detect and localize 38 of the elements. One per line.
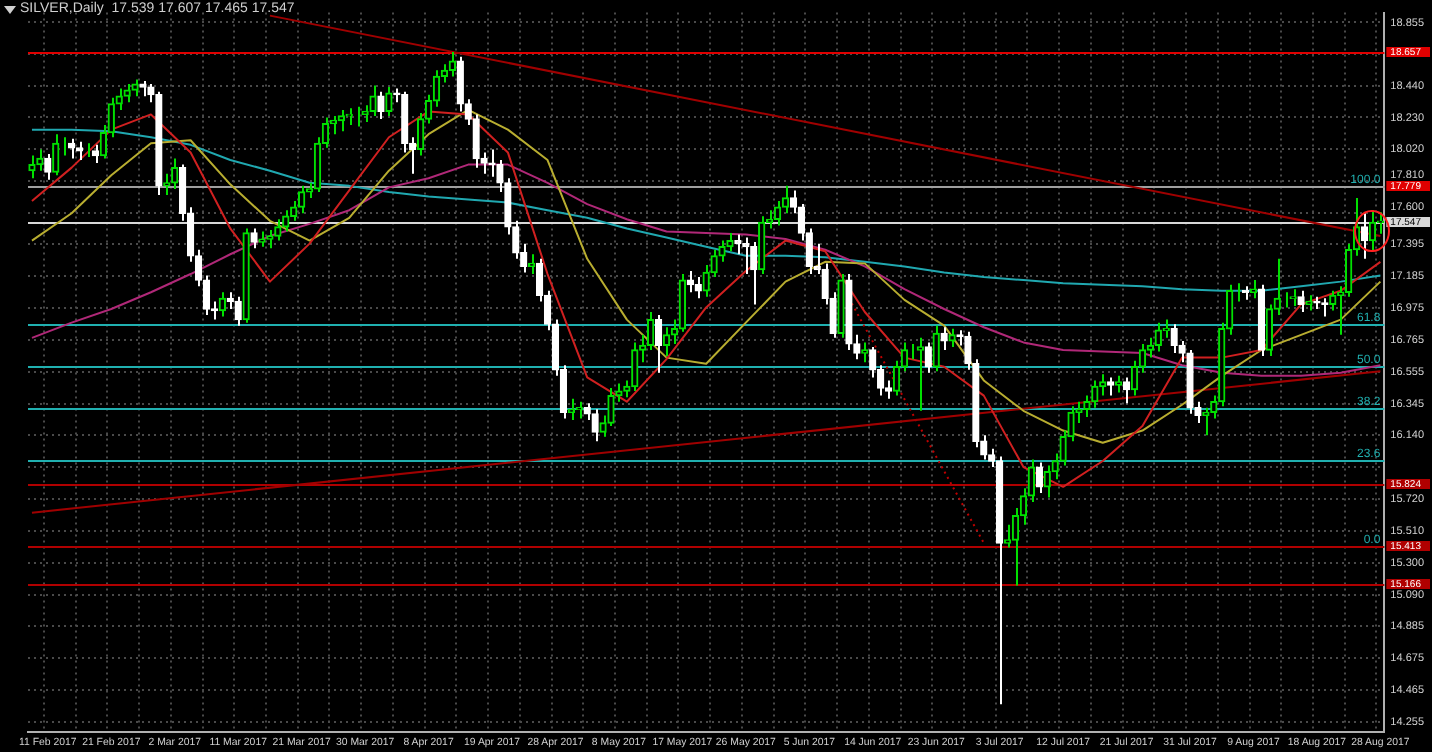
candlestick <box>853 333 861 361</box>
candlestick <box>250 227 258 250</box>
candlestick <box>401 90 409 154</box>
candlestick <box>750 241 758 306</box>
candlestick <box>369 84 377 117</box>
candlestick <box>488 148 496 178</box>
candlestick <box>282 209 290 233</box>
candlestick <box>773 200 782 227</box>
candlestick <box>52 133 60 177</box>
candlestick <box>337 108 345 133</box>
candlestick <box>1091 379 1099 409</box>
candlestick <box>1321 297 1329 318</box>
candlestick <box>377 90 385 120</box>
candlestick <box>686 269 694 294</box>
candlestick <box>1083 394 1091 418</box>
candlestick <box>742 236 750 276</box>
candlestick <box>734 233 742 256</box>
candlestick <box>654 314 663 374</box>
candlestick <box>91 143 100 165</box>
candlestick <box>1202 406 1210 437</box>
candlestick <box>28 154 36 180</box>
candlestick <box>36 148 44 172</box>
candlestick <box>297 184 306 215</box>
candlestick <box>948 327 956 348</box>
candlestick <box>67 137 76 160</box>
candlestick <box>940 326 948 352</box>
candlestick <box>528 253 536 276</box>
candlestick <box>1265 303 1273 358</box>
candlestick <box>385 86 393 117</box>
candlestick <box>662 326 671 358</box>
candlestick <box>266 228 274 250</box>
candlestick <box>1122 376 1131 405</box>
candlestick <box>631 341 639 393</box>
candlestick <box>591 408 599 443</box>
candlestick <box>123 83 131 104</box>
candlestick <box>1297 289 1305 314</box>
candlestick <box>274 218 282 242</box>
candlestick <box>1099 373 1107 397</box>
